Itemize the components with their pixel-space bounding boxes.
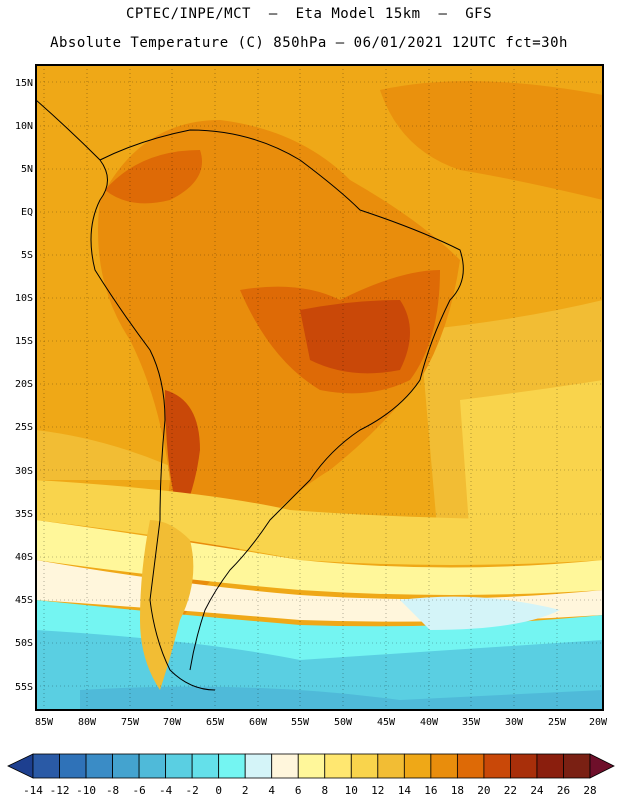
- lat-label: 10S: [15, 293, 33, 304]
- colorbar-tick-label: 0: [215, 784, 222, 797]
- chart-title-line-2: Absolute Temperature (C) 850hPa – 06/01/…: [50, 35, 568, 51]
- colorbar-swatch: [563, 753, 591, 779]
- colorbar-swatch: [85, 753, 113, 779]
- lat-label: 35S: [15, 509, 33, 520]
- colorbar-high-cap: [589, 753, 615, 779]
- colorbar: [7, 753, 615, 779]
- lat-label: 15N: [15, 78, 33, 89]
- lon-label: 45W: [377, 717, 396, 728]
- colorbar-swatch: [59, 753, 87, 779]
- colorbar-tick-label: 20: [477, 784, 490, 797]
- colorbar-swatch: [32, 753, 60, 779]
- colorbar-swatch: [377, 753, 405, 779]
- lon-label: 35W: [462, 717, 481, 728]
- temperature-field: [36, 65, 603, 710]
- lat-label: 10N: [15, 121, 33, 132]
- colorbar-tick-label: 26: [557, 784, 570, 797]
- colorbar-swatch: [350, 753, 379, 779]
- lat-label: 30S: [15, 466, 33, 477]
- lon-label: 25W: [548, 717, 567, 728]
- colorbar-tick-label: 14: [398, 784, 412, 797]
- lon-label: 20W: [589, 717, 608, 728]
- colorbar-swatch: [483, 753, 511, 779]
- colorbar-swatch: [112, 753, 140, 779]
- map-border: [35, 64, 604, 711]
- lon-label: 75W: [121, 717, 140, 728]
- colorbar-swatch: [536, 753, 564, 779]
- colorbar-swatch: [510, 753, 538, 779]
- colorbar-swatch: [165, 753, 193, 779]
- colorbar-swatch: [218, 753, 246, 779]
- colorbar-tick-label: 12: [371, 784, 384, 797]
- colorbar-tick-label: 24: [530, 784, 544, 797]
- colorbar-tick-label: 10: [345, 784, 358, 797]
- colorbar-tick-label: 2: [242, 784, 249, 797]
- lon-label: 55W: [291, 717, 310, 728]
- longitude-labels: 85W 80W 75W 70W 65W 60W 55W 50W 45W 40W …: [35, 717, 608, 728]
- colorbar-tick-label: -10: [76, 784, 96, 797]
- lon-label: 80W: [78, 717, 97, 728]
- colorbar-labels: -14 -12 -10 -8 -6 -4 -2 0 2 4 6 8 10 12 14 16 18 20 22 24 26…: [23, 784, 597, 797]
- colorbar-tick-label: 18: [451, 784, 464, 797]
- chart-title-line-1: CPTEC/INPE/MCT – Eta Model 15km – GFS: [125, 6, 493, 22]
- colorbar-tick-label: 6: [295, 784, 302, 797]
- lon-label: 65W: [206, 717, 225, 728]
- colorbar-tick-label: -14: [23, 784, 43, 797]
- colorbar-swatch: [138, 753, 167, 779]
- colorbar-tick-label: -12: [50, 784, 70, 797]
- lat-label: 40S: [15, 552, 33, 563]
- lat-label: EQ: [21, 207, 33, 218]
- lon-label: 30W: [505, 717, 524, 728]
- lat-label: 15S: [15, 336, 33, 347]
- colorbar-tick-label: -2: [186, 784, 199, 797]
- colorbar-tick-label: 8: [321, 784, 328, 797]
- colorbar-swatch: [430, 753, 458, 779]
- colorbar-swatch: [403, 753, 432, 779]
- lon-label: 50W: [334, 717, 353, 728]
- colorbar-tick-label: -6: [132, 784, 145, 797]
- colorbar-low-cap: [7, 753, 34, 779]
- colorbar-swatch: [297, 753, 326, 779]
- lat-label: 20S: [15, 379, 33, 390]
- colorbar-tick-label: -4: [159, 784, 173, 797]
- lon-label: 40W: [420, 717, 439, 728]
- lat-lon-grid: [36, 65, 603, 710]
- lat-label: 25S: [15, 422, 33, 433]
- lon-label: 70W: [163, 717, 182, 728]
- lat-label: 55S: [15, 682, 33, 693]
- lat-label: 50S: [15, 638, 33, 649]
- colorbar-swatch: [324, 753, 352, 779]
- latitude-labels: 15N 10N 5N EQ 5S 10S 15S 20S 25S 30S 35S…: [15, 78, 33, 693]
- lat-label: 5S: [21, 250, 33, 261]
- colorbar-tick-label: 16: [424, 784, 437, 797]
- colorbar-tick-label: 28: [583, 784, 596, 797]
- lat-label: 5N: [21, 164, 33, 175]
- colorbar-swatch: [456, 753, 485, 779]
- colorbar-swatch: [191, 753, 220, 779]
- colorbar-swatch: [271, 753, 299, 779]
- colorbar-tick-label: -8: [106, 784, 119, 797]
- lon-label: 60W: [249, 717, 268, 728]
- lat-label: 45S: [15, 595, 33, 606]
- lon-label: 85W: [35, 717, 54, 728]
- colorbar-tick-label: 4: [268, 784, 275, 797]
- coastline: [36, 99, 464, 691]
- colorbar-tick-label: 22: [504, 784, 517, 797]
- colorbar-swatch: [244, 753, 273, 779]
